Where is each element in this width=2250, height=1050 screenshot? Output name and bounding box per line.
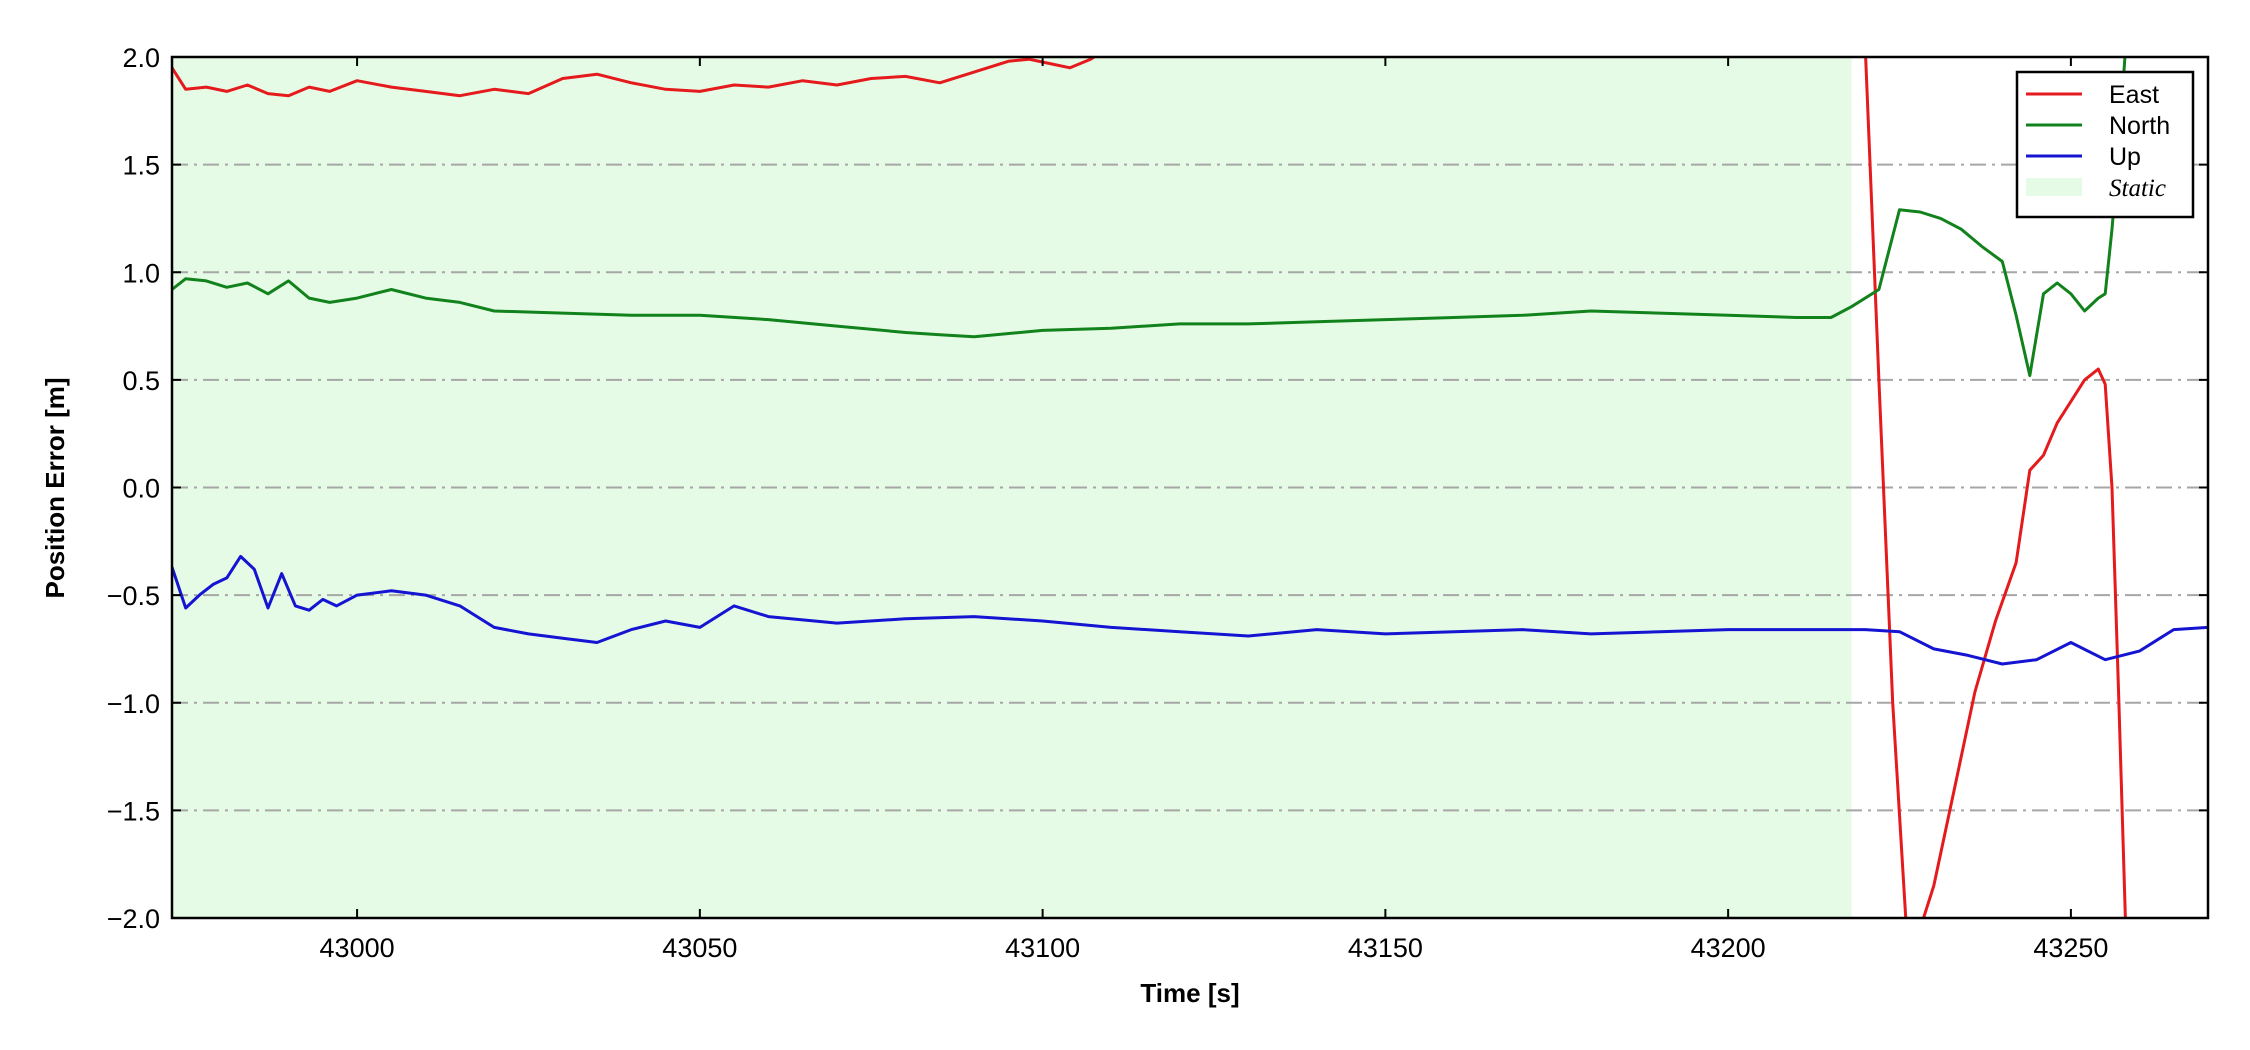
x-tick-label-2: 43100 [1005,933,1080,963]
x-tick-label-1: 43050 [662,933,737,963]
y-tick-label-5: 0.5 [122,366,160,396]
series-line-up-3 [172,554,2208,666]
x-tick-label-4: 43200 [1691,933,1766,963]
series-line-east-0 [172,57,1097,98]
y-tick-label-3: −0.5 [107,581,160,611]
tick-layer: −2.0 −1.5 −1.0 −0.5 0.0 0.5 1.0 1.5 2.0 43000 4305… [107,43,2208,963]
series-line-north-2 [172,57,2127,378]
y-tick-label-8: 2.0 [122,43,160,73]
x-tick-label-5: 43250 [2033,933,2108,963]
series-line-east-1 [1864,57,2127,918]
x-axis-title: Time [s] [1140,978,1239,1008]
y-tick-label-1: −1.5 [107,796,160,826]
x-tick-label-0: 43000 [320,933,395,963]
series-layer [172,57,2208,918]
y-tick-label-7: 1.5 [122,151,160,181]
legend-label-static: Static [2109,175,2166,202]
legend: East North Up Static [2015,70,2195,219]
y-tick-label-4: 0.0 [122,474,160,504]
y-axis-title: Position Error [m] [40,377,70,598]
y-tick-label-6: 1.0 [122,258,160,288]
legend-label-north: North [2109,112,2170,140]
legend-swatch-static [2026,178,2082,196]
y-tick-label-2: −1.0 [107,689,160,719]
x-tick-label-3: 43150 [1348,933,1423,963]
legend-label-east: East [2109,81,2159,109]
y-tick-label-0: −2.0 [107,904,160,934]
legend-label-up: Up [2109,143,2141,171]
